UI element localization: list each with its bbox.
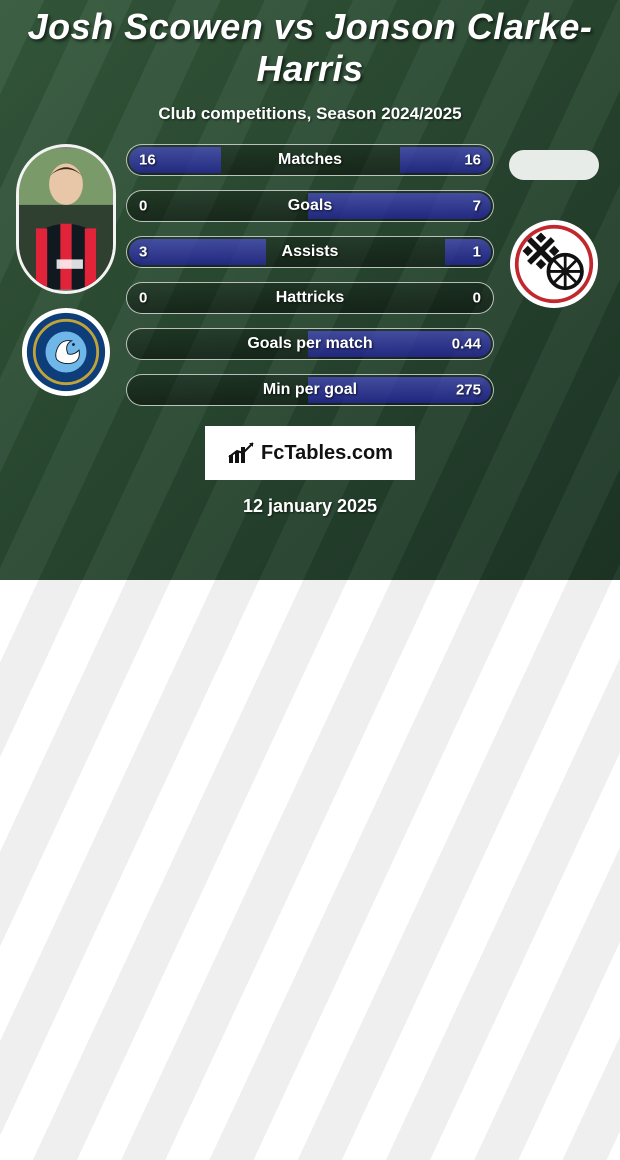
stat-value-right: 16 bbox=[464, 152, 481, 169]
stat-label: Hattricks bbox=[276, 289, 344, 307]
stat-value-left: 3 bbox=[139, 244, 147, 261]
brand-icon bbox=[227, 441, 255, 465]
left-player-column bbox=[6, 144, 126, 396]
stat-value-right: 1 bbox=[473, 244, 481, 261]
left-club-crest-svg bbox=[25, 311, 107, 393]
stat-row: 3 1 Assists bbox=[126, 236, 494, 268]
stat-row: 0 7 Goals bbox=[126, 190, 494, 222]
subtitle: Club competitions, Season 2024/2025 bbox=[0, 104, 620, 124]
stat-row: 16 16 Matches bbox=[126, 144, 494, 176]
stat-label: Min per goal bbox=[263, 381, 357, 399]
stat-value-right: 275 bbox=[456, 382, 481, 399]
left-player-photo-svg bbox=[19, 147, 113, 291]
stat-label: Goals bbox=[288, 197, 332, 215]
stat-fill-left bbox=[129, 239, 266, 265]
brand-badge: FcTables.com bbox=[205, 426, 415, 480]
footer: FcTables.com 12 january 2025 bbox=[0, 426, 620, 517]
stat-value-right: 0.44 bbox=[452, 336, 481, 353]
stat-value-left: 16 bbox=[139, 152, 156, 169]
right-player-photo-placeholder bbox=[509, 150, 599, 180]
stat-label: Assists bbox=[282, 243, 339, 261]
comparison-panel: 16 16 Matches 0 7 Goals 3 1 Assists 0 0 Hattricks 0.… bbox=[0, 124, 620, 406]
right-club-crest-svg bbox=[513, 223, 595, 305]
stat-value-left: 0 bbox=[139, 198, 147, 215]
right-player-column bbox=[494, 144, 614, 308]
stat-row: 275 Min per goal bbox=[126, 374, 494, 406]
left-club-crest bbox=[22, 308, 110, 396]
stat-value-right: 0 bbox=[473, 290, 481, 307]
stat-label: Goals per match bbox=[247, 335, 372, 353]
stat-row: 0.44 Goals per match bbox=[126, 328, 494, 360]
stat-label: Matches bbox=[278, 151, 342, 169]
right-club-crest bbox=[510, 220, 598, 308]
stat-row: 0 0 Hattricks bbox=[126, 282, 494, 314]
stat-fill-right bbox=[308, 193, 491, 219]
date-label: 12 january 2025 bbox=[243, 496, 377, 517]
stats-list: 16 16 Matches 0 7 Goals 3 1 Assists 0 0 Hattricks 0.… bbox=[126, 144, 494, 406]
brand-text: FcTables.com bbox=[261, 442, 393, 465]
stat-fill-right bbox=[445, 239, 491, 265]
page-title: Josh Scowen vs Jonson Clarke-Harris bbox=[0, 0, 620, 90]
stat-value-right: 7 bbox=[473, 198, 481, 215]
left-player-photo bbox=[16, 144, 116, 294]
stat-value-left: 0 bbox=[139, 290, 147, 307]
